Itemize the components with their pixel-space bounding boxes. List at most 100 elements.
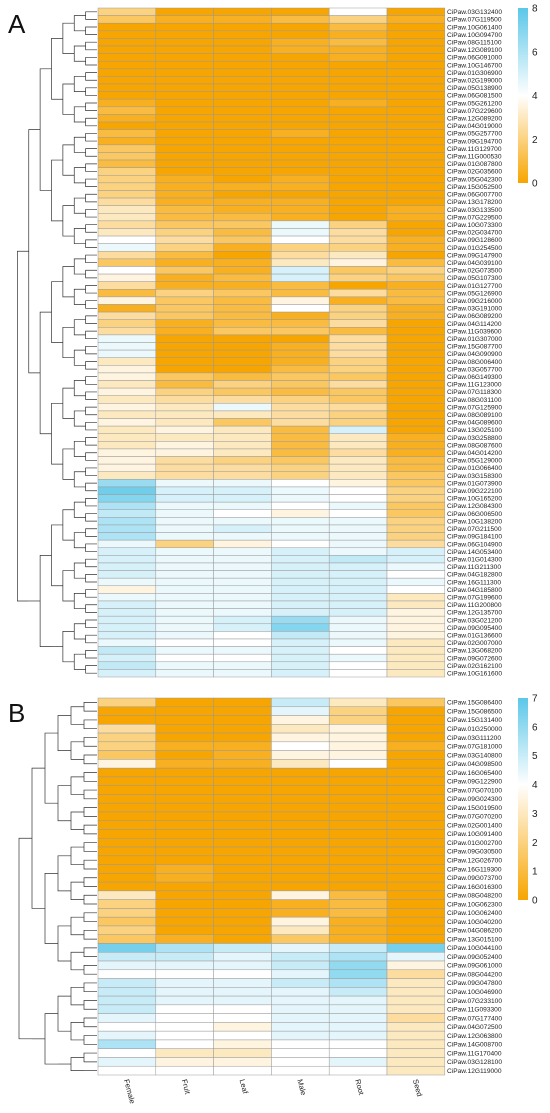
heatmap-cell [213,22,272,32]
heatmap-cell [213,539,272,549]
panel-a-dendrogram-branch [85,421,97,431]
heatmap-cell [97,943,157,953]
heatmap-cell [271,319,330,328]
heatmap-cell [155,144,214,153]
panel-a-dendrogram-branch [85,254,97,264]
heatmap-cell [213,846,272,857]
heatmap-cell [97,908,157,918]
heatmap-cell [213,767,272,778]
heatmap-cell [271,387,330,396]
heatmap-cell [155,767,214,778]
heatmap-cell [328,372,388,381]
heatmap-cell [271,463,330,472]
legend-tick-label: 3 [532,809,538,820]
gene-label: CiPaw.16G016300 [447,884,502,891]
heatmap-cell [328,463,388,472]
heatmap-cell [155,960,214,971]
color-legend-bar [518,8,528,183]
heatmap-cell [97,83,157,92]
legend-tick-label: 8 [532,4,538,15]
heatmap-cell [328,83,388,92]
gene-label: CiPaw.12G084300 [447,503,502,510]
heatmap-cell [97,486,157,495]
heatmap-cell [213,943,272,953]
heatmap-cell [97,463,157,472]
heatmap-cell [386,653,446,663]
heatmap-cell [328,943,388,953]
heatmap-cell [213,562,272,571]
gene-label: CiPaw.08G044200 [447,971,502,978]
heatmap-cell [97,334,157,343]
heatmap-cell [155,890,214,900]
heatmap-cell [328,1013,388,1023]
heatmap-cell [97,532,157,541]
gene-label: CiPaw.06G089200 [447,313,502,320]
panel-b-dendrogram-branch [70,846,84,865]
heatmap-cell [386,30,446,39]
heatmap-cell [271,811,330,821]
heatmap-cell [155,387,214,396]
heatmap-cell [328,175,388,184]
heatmap-cell [386,750,446,760]
gene-label: CiPaw.11G170400 [447,1050,502,1057]
heatmap-cell [155,724,214,734]
heatmap-cell [213,547,272,556]
heatmap-cell [155,697,214,708]
heatmap-cell [271,501,330,511]
panel-b-dendrogram-branch [70,986,84,1006]
gene-label: CiPaw.10G138200 [447,518,502,525]
panel-a-dendrogram-branch [62,448,75,480]
gene-label: CiPaw.08G087600 [447,442,502,449]
heatmap-cell [155,251,214,260]
gene-label: CiPaw.16G111300 [447,579,501,586]
heatmap-cell [213,829,272,839]
heatmap-cell [386,838,446,848]
heatmap-cell [97,759,157,769]
heatmap-cell [155,908,214,918]
heatmap-cell [386,706,446,716]
panel-a-dendrogram-branch [85,178,97,188]
heatmap-cell [386,517,446,526]
heatmap-cell [328,638,388,647]
heatmap-cell [155,91,214,100]
heatmap-cell [97,479,157,488]
heatmap-cell [97,129,157,138]
panel-a-dendrogram-branch [51,281,63,343]
heatmap-cell [328,1048,388,1058]
panel-a-dendrogram-branch [51,38,63,100]
heatmap-cell [328,855,388,865]
gene-label: CiPaw.15G019500 [447,805,502,812]
heatmap-cell [213,433,272,442]
panel-a-dendrogram-branch [85,102,97,111]
heatmap-cell [271,776,330,786]
heatmap-cell [386,1039,446,1049]
panel-a-dendrogram-branch [85,193,97,203]
heatmap-cell [271,342,330,351]
heatmap-cell [328,978,388,988]
heatmap-cell [386,846,446,857]
heatmap-cell [328,811,388,821]
heatmap-cell [155,228,214,237]
heatmap-cell [213,1022,272,1032]
heatmap-cell [213,213,272,222]
heatmap-cell [328,661,388,670]
heatmap-cell [213,266,272,275]
heatmap-cell [271,1065,330,1076]
heatmap-cell [271,251,330,260]
heatmap-cell [155,638,214,647]
heatmap-cell [328,631,388,640]
heatmap-cell [328,479,388,488]
heatmap-cell [271,243,330,252]
heatmap-cell [97,987,157,997]
heatmap-cell [328,311,388,320]
heatmap-cell [386,881,446,892]
heatmap-cell [155,802,214,813]
heatmap-cell [155,532,214,541]
panel-b-dendrogram-branch [44,1013,58,1065]
gene-label: CiPaw.06G006500 [447,511,502,518]
heatmap-cell [97,296,157,305]
heatmap-cell [328,251,388,260]
heatmap-cell [271,960,330,971]
gene-label: CiPaw.11G039600 [447,328,502,335]
heatmap-cell [97,311,157,320]
